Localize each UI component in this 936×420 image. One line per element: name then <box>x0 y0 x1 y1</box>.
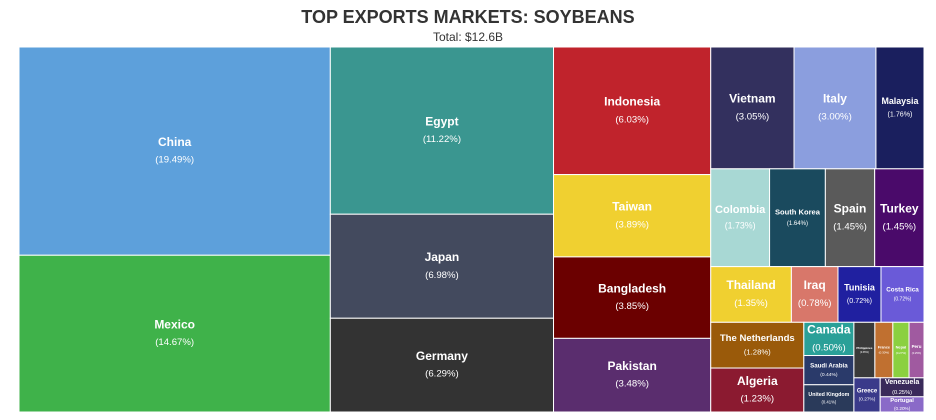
tile-label: Peru <box>912 344 922 349</box>
value-label: (3.85%) <box>615 301 649 312</box>
tile-label: Canada <box>807 323 851 337</box>
value-label: (14.67%) <box>155 337 194 348</box>
tile-label: Spain <box>834 201 867 215</box>
tile-label: Iraq <box>804 278 826 292</box>
tile-label: Vietnam <box>729 92 775 106</box>
tile-label: Thailand <box>726 278 775 292</box>
tile-label: Saudi Arabia <box>810 362 848 369</box>
tile <box>329 213 555 319</box>
value-label: (3.05%) <box>736 111 770 122</box>
tile-label: Costa Rica <box>886 287 919 294</box>
tile <box>824 168 876 268</box>
tile <box>875 46 925 170</box>
tile <box>880 266 925 323</box>
tile <box>553 174 712 258</box>
tile <box>710 367 805 413</box>
tile <box>553 337 712 413</box>
value-label: (1.64%) <box>787 221 808 227</box>
chart-title: TOP EXPORTS MARKETS: SOYBEANS <box>301 7 634 27</box>
tile-label: Algeria <box>737 374 778 388</box>
value-label: (0.72%) <box>894 297 912 303</box>
tile-label: Colombia <box>715 204 766 216</box>
value-label: (0.30%) <box>879 351 890 355</box>
value-label: (0.25%) <box>892 390 912 396</box>
tile-label: Bangladesh <box>598 281 666 295</box>
value-label: (1.23%) <box>740 394 774 405</box>
tile <box>803 384 855 413</box>
tile <box>553 46 712 176</box>
tile-label: Malaysia <box>881 96 918 106</box>
value-label: (1.73%) <box>725 220 756 230</box>
tile <box>553 256 712 339</box>
tile <box>793 46 877 170</box>
tile-label: Nepal <box>896 344 907 349</box>
tile <box>710 46 795 170</box>
tile <box>803 355 855 386</box>
tile <box>710 266 792 323</box>
value-label: (0.50%) <box>812 342 846 353</box>
tile <box>329 46 555 215</box>
value-label: (19.49%) <box>155 155 194 166</box>
tile-label: Indonesia <box>604 95 660 109</box>
tile <box>837 266 882 323</box>
tile <box>710 321 805 369</box>
tile <box>18 254 331 413</box>
tile <box>908 321 925 379</box>
chart-subtitle: Total: $12.6B <box>433 30 503 44</box>
tile-label: Taiwan <box>612 200 652 214</box>
value-label: (0.41%) <box>821 399 836 404</box>
tile <box>803 321 855 357</box>
value-label: (6.98%) <box>425 270 459 281</box>
value-label: (3.89%) <box>615 219 649 230</box>
value-label: (0.25%) <box>912 351 922 355</box>
value-label: (0.35%) <box>860 351 869 354</box>
tile-label: Turkey <box>880 201 919 215</box>
value-label: (3.48%) <box>615 379 649 390</box>
value-label: (1.45%) <box>833 221 867 232</box>
value-label: (1.35%) <box>734 298 768 309</box>
tile-label: United Kingdom <box>808 392 849 398</box>
tile-label: Italy <box>823 92 847 106</box>
tile-label: Mexico <box>154 317 195 331</box>
value-label: (1.45%) <box>883 221 917 232</box>
value-label: (0.27%) <box>896 351 906 355</box>
tile <box>790 266 839 323</box>
tile-label: Germany <box>416 349 468 363</box>
tile-label: China <box>158 135 192 149</box>
tile <box>329 317 555 413</box>
tile-label: Portugal <box>890 398 914 404</box>
tile-label: Pakistan <box>607 359 656 373</box>
value-label: (0.78%) <box>798 298 832 309</box>
value-label: (1.28%) <box>744 347 771 356</box>
tile <box>18 46 331 256</box>
tile <box>879 396 925 413</box>
tile-label: The Netherlands <box>720 333 795 344</box>
value-label: (0.44%) <box>820 372 838 378</box>
tile-label: Tunisia <box>844 283 876 293</box>
value-label: (0.27%) <box>859 397 876 403</box>
tile-label: Egypt <box>425 114 458 128</box>
value-label: (0.20%) <box>894 406 911 411</box>
tile-label: South Korea <box>775 207 821 216</box>
tile <box>874 168 925 268</box>
tile-label: Japan <box>425 250 460 264</box>
tile-label: Venezuela <box>885 378 920 386</box>
tile-label: Philippines <box>856 346 872 350</box>
tile <box>710 168 771 268</box>
tile <box>853 377 881 413</box>
value-label: (0.72%) <box>847 296 872 305</box>
tile <box>769 168 826 268</box>
value-label: (3.00%) <box>818 111 852 122</box>
tile-label: Greece <box>857 388 878 394</box>
value-label: (6.03%) <box>615 114 649 125</box>
value-label: (11.22%) <box>423 134 461 145</box>
tile-label: France <box>878 345 890 349</box>
value-label: (6.29%) <box>425 369 459 380</box>
value-label: (1.76%) <box>888 110 913 118</box>
